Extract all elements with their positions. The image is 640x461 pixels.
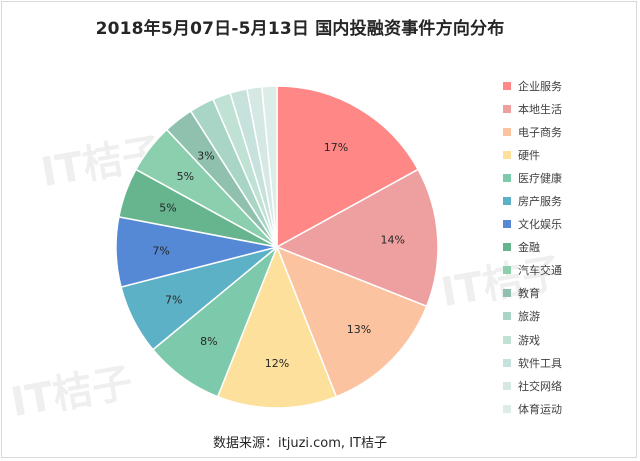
legend-label: 游戏 — [518, 333, 540, 347]
legend-label: 医疗健康 — [518, 171, 562, 185]
slice-value-label: 17% — [324, 141, 348, 154]
pie-slice-3 — [216, 244, 338, 409]
legend-swatch — [503, 358, 511, 367]
legend-item: 电子商务 — [503, 120, 633, 143]
slice-value-label: 8% — [200, 335, 217, 348]
slice-value-label: 5% — [159, 202, 176, 215]
legend-swatch — [503, 197, 511, 206]
legend-swatch — [503, 173, 511, 182]
slice-value-label: 12% — [265, 357, 289, 370]
legend-item: 企业服务 — [503, 74, 633, 97]
pie-slice-1 — [275, 168, 439, 308]
legend-item: 社交网络 — [503, 374, 633, 397]
legend-item: 房产服务 — [503, 189, 633, 212]
legend-label: 汽车交通 — [518, 264, 562, 278]
legend-swatch — [503, 404, 511, 413]
legend-swatch — [503, 127, 511, 136]
legend-label: 旅游 — [518, 310, 540, 324]
legend-label: 软件工具 — [518, 356, 562, 370]
legend-item: 教育 — [503, 282, 633, 305]
legend-item: 旅游 — [503, 305, 633, 328]
legend-swatch — [503, 243, 511, 252]
legend-item: 硬件 — [503, 143, 633, 166]
slice-value-label: 14% — [380, 234, 404, 247]
legend-swatch — [503, 335, 511, 344]
legend-item: 体育运动 — [503, 397, 633, 420]
legend-item: 金融 — [503, 236, 633, 259]
legend-label: 社交网络 — [518, 379, 562, 393]
legend-label: 金融 — [518, 241, 540, 255]
chart-title: 2018年5月07日-5月13日 国内投融资事件方向分布 — [95, 19, 505, 39]
legend-label: 体育运动 — [518, 402, 562, 416]
legend-swatch — [503, 150, 511, 159]
legend-item: 医疗健康 — [503, 166, 633, 189]
legend-swatch — [503, 104, 511, 113]
legend-item: 文化娱乐 — [503, 213, 633, 236]
chart-legend: 企业服务本地生活电子商务硬件医疗健康房产服务文化娱乐金融汽车交通教育旅游游戏软件… — [503, 74, 633, 420]
slice-value-label: 7% — [165, 294, 182, 307]
pie-slice-14 — [261, 85, 278, 248]
data-source: 数据来源：itjuzi.com, IT桔子 — [213, 436, 387, 451]
legend-swatch — [503, 312, 511, 321]
legend-swatch — [503, 220, 511, 229]
legend-item: 汽车交通 — [503, 259, 633, 282]
pie-slice-2 — [275, 245, 428, 398]
legend-label: 教育 — [518, 287, 540, 301]
slice-value-label: 13% — [347, 323, 371, 336]
slice-value-label: 3% — [197, 149, 214, 162]
legend-item: 本地生活 — [503, 97, 633, 120]
pie-slice-0 — [276, 85, 420, 249]
legend-swatch — [503, 266, 511, 275]
legend-label: 企业服务 — [518, 79, 562, 93]
legend-item: 游戏 — [503, 328, 633, 351]
legend-label: 硬件 — [518, 148, 540, 162]
legend-label: 房产服务 — [518, 195, 562, 209]
legend-swatch — [503, 81, 511, 90]
legend-swatch — [503, 289, 511, 298]
slice-value-label: 7% — [152, 245, 169, 258]
legend-label: 文化娱乐 — [518, 218, 562, 232]
slice-value-label: 5% — [177, 170, 194, 183]
legend-label: 本地生活 — [518, 102, 562, 116]
legend-label: 电子商务 — [518, 125, 562, 139]
legend-item: 软件工具 — [503, 351, 633, 374]
legend-swatch — [503, 381, 511, 390]
